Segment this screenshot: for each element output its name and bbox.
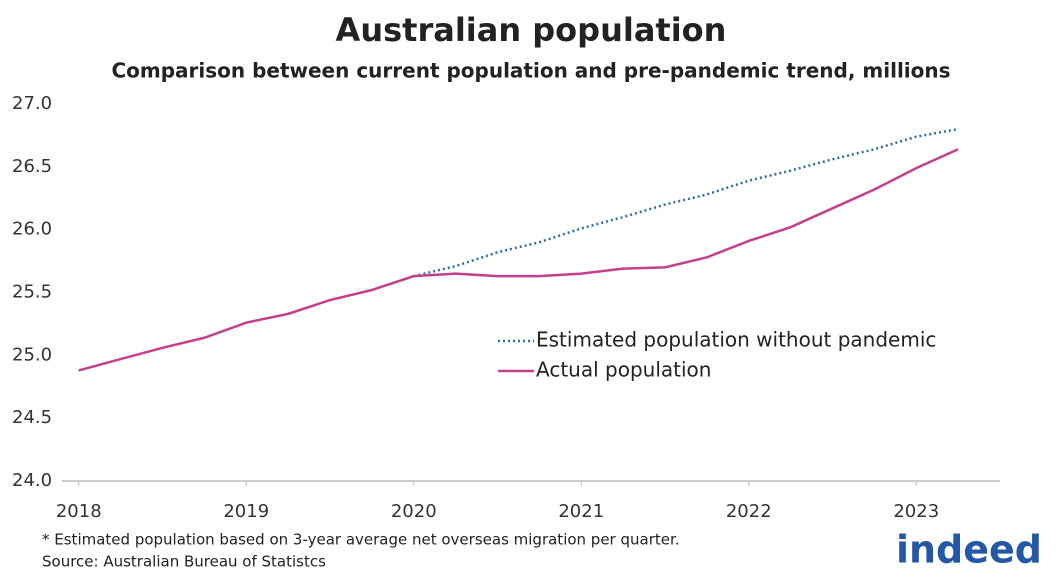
x-tick-label: 2022 <box>726 501 772 522</box>
y-tick-label: 25.0 <box>12 344 52 365</box>
source: Source: Australian Bureau of Statistcs <box>42 553 326 571</box>
y-tick-label: 27.0 <box>12 93 52 114</box>
x-tick-label: 2023 <box>893 501 939 522</box>
line-series <box>78 148 959 372</box>
x-tick-label: 2018 <box>56 501 102 522</box>
y-tick-label: 24.0 <box>12 470 52 491</box>
legend-label: Actual population <box>536 358 711 382</box>
x-tick-label: 2020 <box>391 501 437 522</box>
footnote: * Estimated population based on 3-year a… <box>42 531 680 549</box>
y-tick-label: 25.5 <box>12 282 52 303</box>
line-series <box>413 127 959 278</box>
y-tick-label: 24.5 <box>12 407 52 428</box>
chart-subtitle: Comparison between current population an… <box>111 59 950 83</box>
x-tick-label: 2019 <box>223 501 269 522</box>
legend-label: Estimated population without pandemic <box>536 328 936 352</box>
logo: indeed <box>896 528 1042 572</box>
chart-title: Australian population <box>336 11 727 49</box>
y-tick-label: 26.0 <box>12 219 52 240</box>
x-tick-label: 2021 <box>558 501 604 522</box>
y-tick-label: 26.5 <box>12 156 52 177</box>
